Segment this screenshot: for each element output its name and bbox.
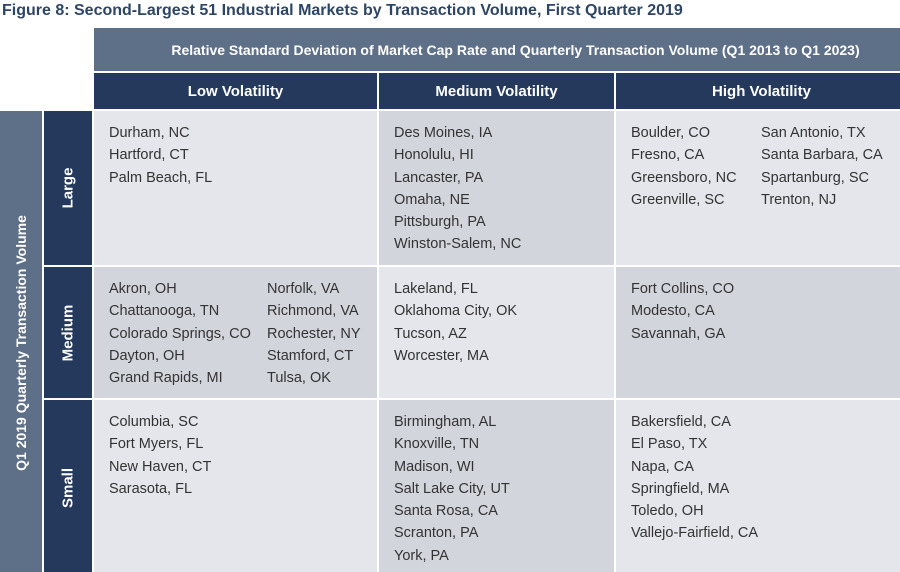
corner-blank <box>0 28 92 71</box>
market-item: Fresno, CA <box>631 147 705 164</box>
cell-large-medium: Des Moines, IA Honolulu, HI Lancaster, PA O… <box>379 111 614 265</box>
market-item: Birmingham, AL <box>394 414 497 430</box>
market-item: Dayton, OH <box>109 347 185 364</box>
market-item: Sarasota, FL <box>109 480 193 497</box>
cell-medium-low: Akron, OH Chattanooga, TN Colorado Springs… <box>94 267 377 398</box>
market-item: Salt Lake City, UT <box>394 480 510 497</box>
market-item: Des Moines, IA <box>394 125 493 141</box>
market-item: New Haven, CT <box>109 458 212 475</box>
market-item: York, PA <box>394 547 449 564</box>
market-list: Des Moines, IA Honolulu, HI Lancaster, PA O… <box>394 122 552 265</box>
column-header-low: Low Volatility <box>94 73 377 109</box>
market-list: Boulder, CO Fresno, CA Greensboro, NC Green… <box>631 122 761 265</box>
market-item: Omaha, NE <box>394 191 470 208</box>
market-item: Greensboro, NC <box>631 169 737 186</box>
market-item: Greenville, SC <box>631 191 725 208</box>
cell-medium-high: Fort Collins, CO Modesto, CA Savannah, GA <box>616 267 900 398</box>
market-item: Trenton, NJ <box>761 191 837 208</box>
market-item: Boulder, CO <box>631 125 710 141</box>
cell-medium-medium: Lakeland, FL Oklahoma City, OK Tucson, AZ W… <box>379 267 614 398</box>
market-item: Bakersfield, CA <box>631 414 731 430</box>
row-header-small: Small <box>44 400 92 572</box>
market-item: Palm Beach, FL <box>109 169 213 186</box>
market-item: San Antonio, TX <box>761 125 866 141</box>
market-item: Fort Myers, FL <box>109 436 204 453</box>
cell-small-low: Columbia, SC Fort Myers, FL New Haven, CT S… <box>94 400 377 572</box>
market-item: Richmond, VA <box>267 303 359 320</box>
market-item: Fort Collins, CO <box>631 281 735 297</box>
row-axis-header: Q1 2019 Quarterly Transaction Volume <box>0 111 42 572</box>
row-header-large: Large <box>44 111 92 265</box>
market-item: Lancaster, PA <box>394 169 484 186</box>
market-list: Norfolk, VA Richmond, VA Rochester, NY Stam… <box>267 278 361 398</box>
market-item: Chattanooga, TN <box>109 303 220 320</box>
market-item: Oklahoma City, OK <box>394 303 518 320</box>
cell-small-high: Bakersfield, CA El Paso, TX Napa, CA Spring… <box>616 400 900 572</box>
market-item: Grand Rapids, MI <box>109 370 223 387</box>
market-item: Stamford, CT <box>267 347 354 364</box>
market-item: Santa Barbara, CA <box>761 147 883 164</box>
market-item: Napa, CA <box>631 458 694 475</box>
row-label: Large <box>59 167 77 209</box>
market-item: Scranton, PA <box>394 525 479 542</box>
market-item: Norfolk, VA <box>267 281 340 297</box>
market-item: Colorado Springs, CO <box>109 325 251 342</box>
market-item: Pittsburgh, PA <box>394 214 486 231</box>
row-label: Small <box>59 467 77 508</box>
market-list: Birmingham, AL Knoxville, TN Madison, WI Sa… <box>394 411 552 572</box>
market-matrix: Relative Standard Deviation of Market Ca… <box>0 28 900 572</box>
market-item: Rochester, NY <box>267 325 361 342</box>
market-list: Bakersfield, CA El Paso, TX Napa, CA Spring… <box>631 411 761 572</box>
market-item: Knoxville, TN <box>394 436 480 453</box>
row-header-medium: Medium <box>44 267 92 398</box>
market-list: Lakeland, FL Oklahoma City, OK Tucson, AZ W… <box>394 278 552 398</box>
market-item: Worcester, MA <box>394 347 489 364</box>
market-list: Durham, NC Hartford, CT Palm Beach, FL <box>109 122 267 265</box>
market-item: Madison, WI <box>394 458 475 475</box>
market-item: Savannah, GA <box>631 325 726 342</box>
figure-title: Figure 8: Second-Largest 51 Industrial M… <box>2 2 683 19</box>
market-list: San Antonio, TX Santa Barbara, CA Spartanb… <box>761 122 883 265</box>
cell-small-medium: Birmingham, AL Knoxville, TN Madison, WI Sa… <box>379 400 614 572</box>
cell-large-high: Boulder, CO Fresno, CA Greensboro, NC Green… <box>616 111 900 265</box>
market-item: Tucson, AZ <box>394 325 467 342</box>
market-list: Columbia, SC Fort Myers, FL New Haven, CT S… <box>109 411 267 572</box>
row-label: Medium <box>59 304 77 361</box>
market-item: Honolulu, HI <box>394 147 474 164</box>
cell-large-low: Durham, NC Hartford, CT Palm Beach, FL <box>94 111 377 265</box>
market-item: Durham, NC <box>109 125 190 141</box>
market-list: Akron, OH Chattanooga, TN Colorado Springs… <box>109 278 267 398</box>
column-header-high: High Volatility <box>616 73 900 109</box>
market-item: Toledo, OH <box>631 503 704 520</box>
market-item: Spartanburg, SC <box>761 169 870 186</box>
market-item: Vallejo-Fairfield, CA <box>631 525 759 542</box>
column-header-medium: Medium Volatility <box>379 73 614 109</box>
market-item: Modesto, CA <box>631 303 715 320</box>
market-item: Tulsa, OK <box>267 370 331 387</box>
market-item: Columbia, SC <box>109 414 199 430</box>
volatility-header: Relative Standard Deviation of Market Ca… <box>94 28 900 71</box>
market-item: El Paso, TX <box>631 436 708 453</box>
market-item: Springfield, MA <box>631 480 730 497</box>
market-item: Akron, OH <box>109 281 177 297</box>
row-axis-label: Q1 2019 Quarterly Transaction Volume <box>13 215 29 471</box>
market-list: Fort Collins, CO Modesto, CA Savannah, GA <box>631 278 761 398</box>
market-item: Lakeland, FL <box>394 281 478 297</box>
market-item: Winston-Salem, NC <box>394 236 522 253</box>
market-item: Hartford, CT <box>109 147 189 164</box>
market-item: Santa Rosa, CA <box>394 503 498 520</box>
corner-blank-2 <box>0 73 92 109</box>
